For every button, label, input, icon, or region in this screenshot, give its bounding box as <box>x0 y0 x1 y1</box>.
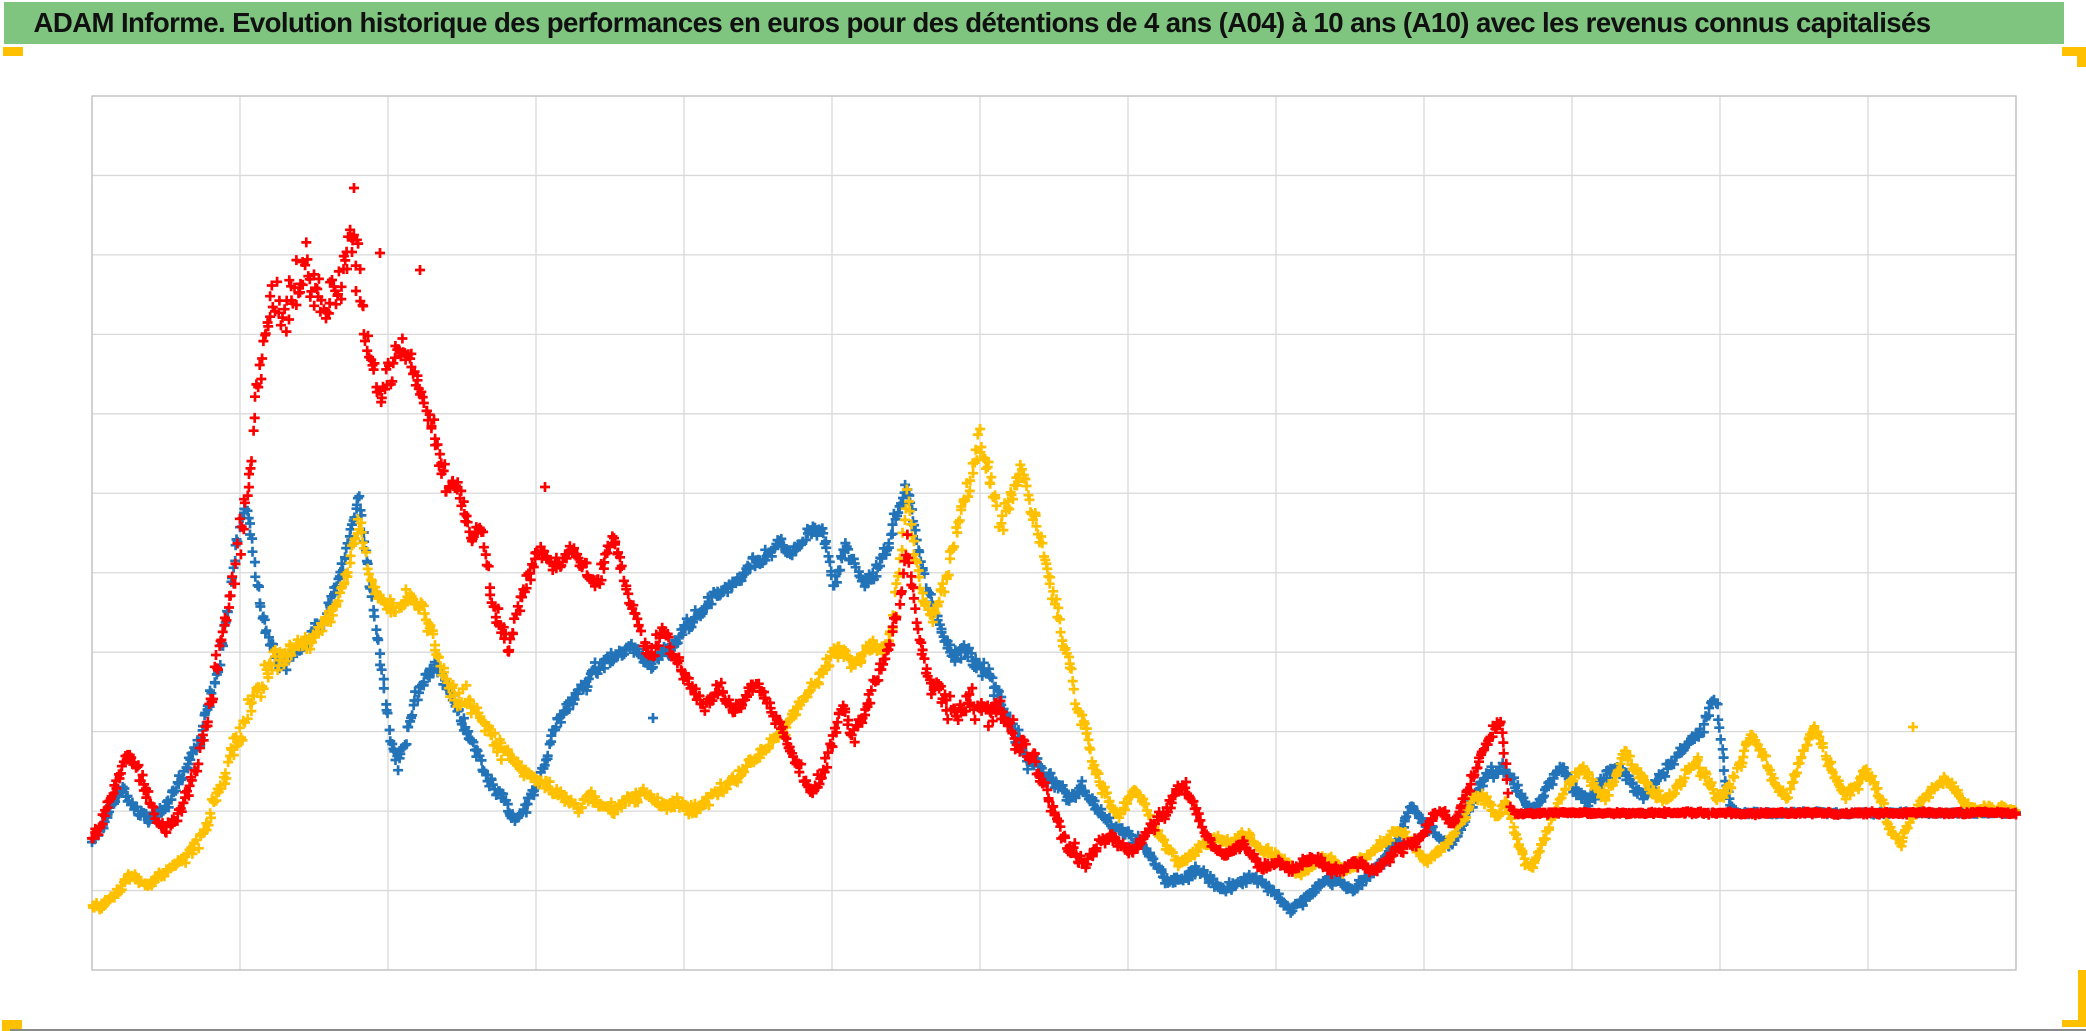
sheet-bottom-rule <box>10 1029 2086 1031</box>
series-blue <box>87 479 2021 918</box>
chart-title: ADAM Informe. Evolution historique des p… <box>33 7 1932 38</box>
series-gold <box>87 424 2021 915</box>
gold-corner-mark-top-left <box>3 47 23 56</box>
series-red <box>87 183 2021 879</box>
gold-corner-mark-top-right-h <box>2062 47 2086 56</box>
gold-corner-mark-top-right-v <box>2077 47 2086 67</box>
gold-corner-mark-bottom-right-v <box>2078 970 2086 1026</box>
chart-title-bar: ADAM Informe. Evolution historique des p… <box>4 2 2064 44</box>
gold-corner-mark-bottom-right-h <box>2062 1020 2086 1027</box>
gold-corner-mark-bottom-left <box>2 1020 22 1031</box>
